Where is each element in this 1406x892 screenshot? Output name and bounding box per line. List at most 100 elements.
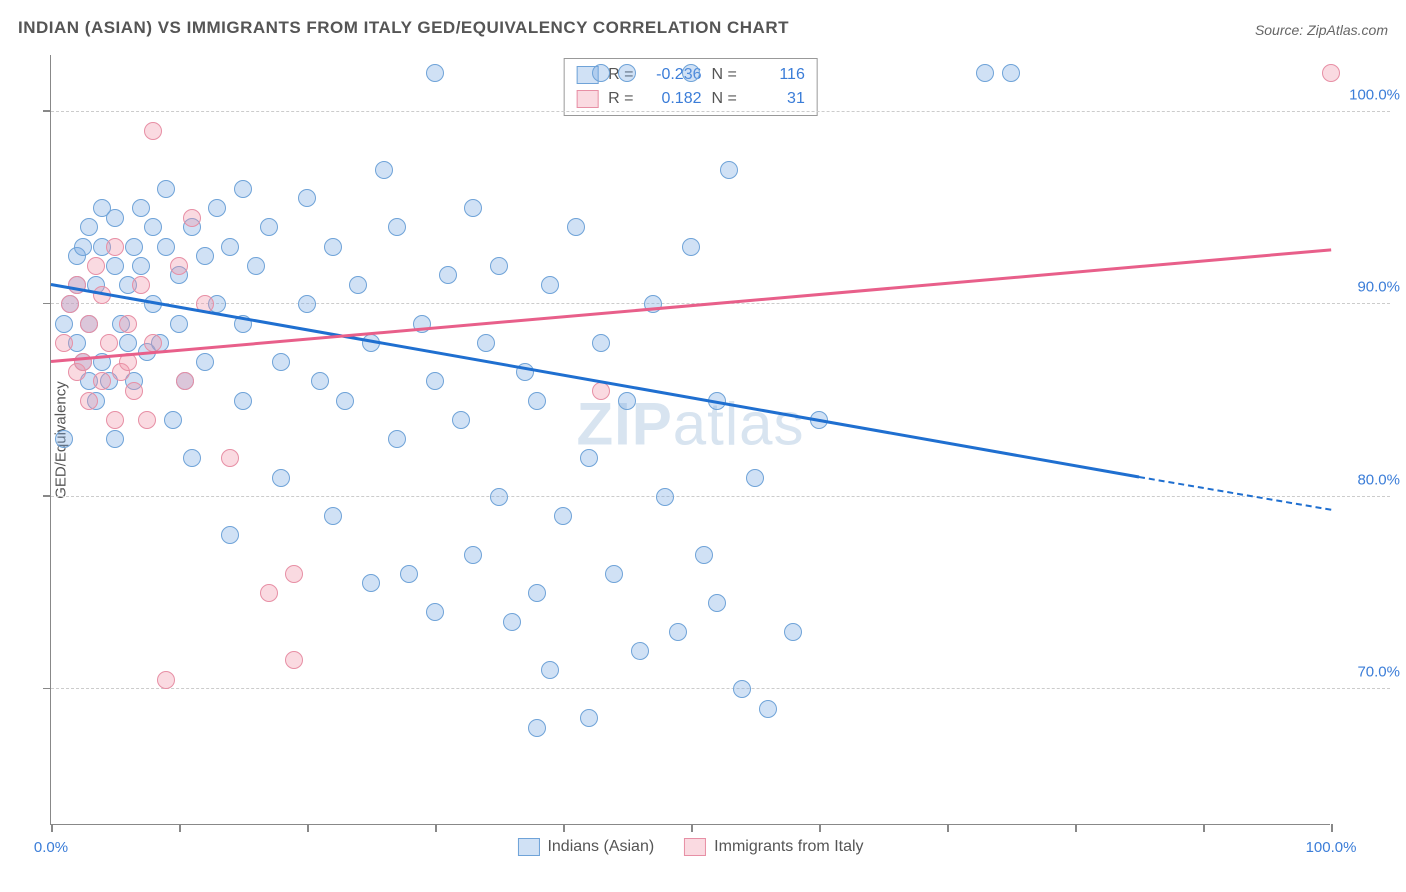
scatter-point-series-0 xyxy=(759,700,777,718)
y-tick xyxy=(43,688,51,690)
scatter-point-series-1 xyxy=(144,122,162,140)
scatter-point-series-1 xyxy=(106,238,124,256)
scatter-point-series-0 xyxy=(554,507,572,525)
scatter-point-series-1 xyxy=(1322,64,1340,82)
scatter-point-series-1 xyxy=(592,382,610,400)
x-tick-label: 100.0% xyxy=(1306,839,1357,856)
scatter-point-series-0 xyxy=(695,546,713,564)
legend-label-0: Indians (Asian) xyxy=(547,838,654,856)
scatter-point-series-0 xyxy=(183,449,201,467)
scatter-point-series-0 xyxy=(784,623,802,641)
scatter-point-series-1 xyxy=(176,372,194,390)
scatter-point-series-0 xyxy=(170,315,188,333)
scatter-point-series-1 xyxy=(285,565,303,583)
legend-item-0: Indians (Asian) xyxy=(517,838,654,856)
scatter-point-series-0 xyxy=(221,526,239,544)
scatter-point-series-0 xyxy=(400,565,418,583)
chart-title: INDIAN (ASIAN) VS IMMIGRANTS FROM ITALY … xyxy=(18,18,789,38)
stats-row-series-1: R = 0.182 N = 31 xyxy=(576,87,805,111)
scatter-point-series-0 xyxy=(1002,64,1020,82)
scatter-point-series-0 xyxy=(464,546,482,564)
scatter-point-series-0 xyxy=(618,392,636,410)
scatter-point-series-0 xyxy=(375,161,393,179)
n-label-0: N = xyxy=(712,63,737,87)
scatter-point-series-0 xyxy=(618,64,636,82)
y-tick xyxy=(43,110,51,112)
trend-line-dash xyxy=(1139,476,1331,511)
scatter-point-series-0 xyxy=(528,584,546,602)
x-tick xyxy=(435,824,437,832)
n-value-0: 116 xyxy=(747,63,805,87)
scatter-point-series-0 xyxy=(298,295,316,313)
scatter-point-series-0 xyxy=(272,353,290,371)
scatter-point-series-0 xyxy=(426,372,444,390)
scatter-point-series-1 xyxy=(221,449,239,467)
scatter-point-series-0 xyxy=(631,642,649,660)
scatter-point-series-0 xyxy=(106,430,124,448)
scatter-point-series-1 xyxy=(183,209,201,227)
gridline-horizontal xyxy=(51,688,1390,689)
scatter-point-series-0 xyxy=(311,372,329,390)
scatter-point-series-0 xyxy=(388,430,406,448)
scatter-point-series-0 xyxy=(682,64,700,82)
y-tick-label: 70.0% xyxy=(1357,664,1400,681)
scatter-point-series-1 xyxy=(132,276,150,294)
scatter-point-series-0 xyxy=(74,238,92,256)
scatter-point-series-0 xyxy=(260,218,278,236)
legend-label-1: Immigrants from Italy xyxy=(714,838,863,856)
scatter-point-series-0 xyxy=(324,507,342,525)
scatter-point-series-0 xyxy=(119,334,137,352)
scatter-point-series-0 xyxy=(80,218,98,236)
scatter-point-series-0 xyxy=(503,613,521,631)
scatter-point-series-0 xyxy=(144,218,162,236)
scatter-point-series-0 xyxy=(720,161,738,179)
scatter-point-series-0 xyxy=(592,334,610,352)
scatter-point-series-0 xyxy=(580,709,598,727)
scatter-point-series-1 xyxy=(100,334,118,352)
legend-swatch-0 xyxy=(517,838,539,856)
x-tick xyxy=(1203,824,1205,832)
gridline-horizontal xyxy=(51,496,1390,497)
x-tick xyxy=(179,824,181,832)
n-label-1: N = xyxy=(712,87,737,111)
scatter-point-series-0 xyxy=(247,257,265,275)
x-tick-label: 0.0% xyxy=(34,839,68,856)
scatter-point-series-0 xyxy=(196,247,214,265)
scatter-point-series-0 xyxy=(298,189,316,207)
scatter-point-series-0 xyxy=(746,469,764,487)
x-tick xyxy=(947,824,949,832)
scatter-point-series-1 xyxy=(119,315,137,333)
scatter-point-series-1 xyxy=(138,411,156,429)
scatter-point-series-0 xyxy=(490,257,508,275)
scatter-point-series-0 xyxy=(541,276,559,294)
scatter-point-series-1 xyxy=(93,372,111,390)
watermark: ZIPatlas xyxy=(576,390,804,459)
scatter-point-series-0 xyxy=(221,238,239,256)
x-tick xyxy=(691,824,693,832)
scatter-point-series-0 xyxy=(669,623,687,641)
swatch-series-1 xyxy=(576,90,598,108)
r-value-1: 0.182 xyxy=(644,87,702,111)
x-tick xyxy=(563,824,565,832)
scatter-point-series-0 xyxy=(541,661,559,679)
scatter-point-series-0 xyxy=(682,238,700,256)
scatter-point-series-1 xyxy=(285,651,303,669)
scatter-point-series-0 xyxy=(708,594,726,612)
scatter-point-series-0 xyxy=(426,603,444,621)
scatter-point-series-0 xyxy=(439,266,457,284)
scatter-point-series-0 xyxy=(234,392,252,410)
scatter-point-series-0 xyxy=(490,488,508,506)
scatter-point-series-1 xyxy=(80,392,98,410)
scatter-point-series-0 xyxy=(362,574,380,592)
y-tick-label: 100.0% xyxy=(1349,86,1400,103)
y-tick xyxy=(43,303,51,305)
x-tick xyxy=(307,824,309,832)
scatter-point-series-0 xyxy=(196,353,214,371)
scatter-point-series-0 xyxy=(272,469,290,487)
scatter-point-series-0 xyxy=(55,430,73,448)
legend-item-1: Immigrants from Italy xyxy=(684,838,863,856)
y-tick-label: 80.0% xyxy=(1357,471,1400,488)
y-tick-label: 90.0% xyxy=(1357,279,1400,296)
scatter-point-series-1 xyxy=(125,382,143,400)
scatter-point-series-0 xyxy=(567,218,585,236)
